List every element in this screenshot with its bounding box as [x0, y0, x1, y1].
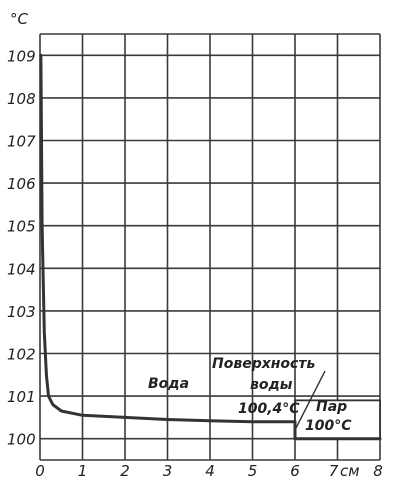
vapor-box — [294, 399, 381, 440]
y-tick-label: 102 — [7, 346, 36, 364]
y-tick-label: 105 — [7, 218, 36, 236]
y-tick-label: 108 — [7, 90, 36, 108]
x-tick-label: 1 — [78, 462, 88, 480]
y-tick-label: 107 — [7, 133, 36, 151]
y-tick-label: 106 — [7, 175, 36, 193]
x-axis-label: см — [340, 462, 360, 480]
x-tick-label: 7 — [329, 462, 339, 480]
annotation-surface-line2: воды — [250, 377, 293, 393]
series-group — [39, 53, 382, 441]
grid — [39, 33, 381, 461]
x-tick-label: 2 — [120, 462, 130, 480]
x-tick-label: 3 — [163, 462, 173, 480]
x-tick-label: 0 — [35, 462, 45, 480]
annotation-vapor-line1: Пар — [316, 399, 347, 415]
x-tick-label: 8 — [373, 462, 383, 480]
annotation-water: Вода — [148, 376, 189, 392]
y-axis-label: °C — [10, 10, 29, 28]
annotation-vapor-line2: 100°C — [305, 418, 352, 434]
y-tick-label: 104 — [7, 260, 36, 278]
series-line-0 — [39, 53, 297, 424]
x-tick-label: 6 — [290, 462, 300, 480]
x-tick-label: 5 — [248, 462, 258, 480]
y-tick-label: 100 — [7, 431, 36, 449]
y-tick-label: 109 — [7, 47, 36, 65]
y-tick-label: 101 — [7, 388, 36, 406]
annotation-surface-line1: Поверхность — [212, 356, 315, 372]
surface-pointer-line — [294, 370, 326, 431]
annotation-surface-temp: 100,4°C — [238, 401, 300, 417]
x-tick-label: 4 — [205, 462, 215, 480]
vapor-region — [294, 399, 381, 440]
y-tick-labels: 100 101 102 103 104 105 106 107 108 109 — [7, 47, 36, 448]
x-tick-labels: 0 1 2 3 4 5 6 7 8 — [35, 462, 383, 480]
y-tick-label: 103 — [7, 303, 36, 321]
